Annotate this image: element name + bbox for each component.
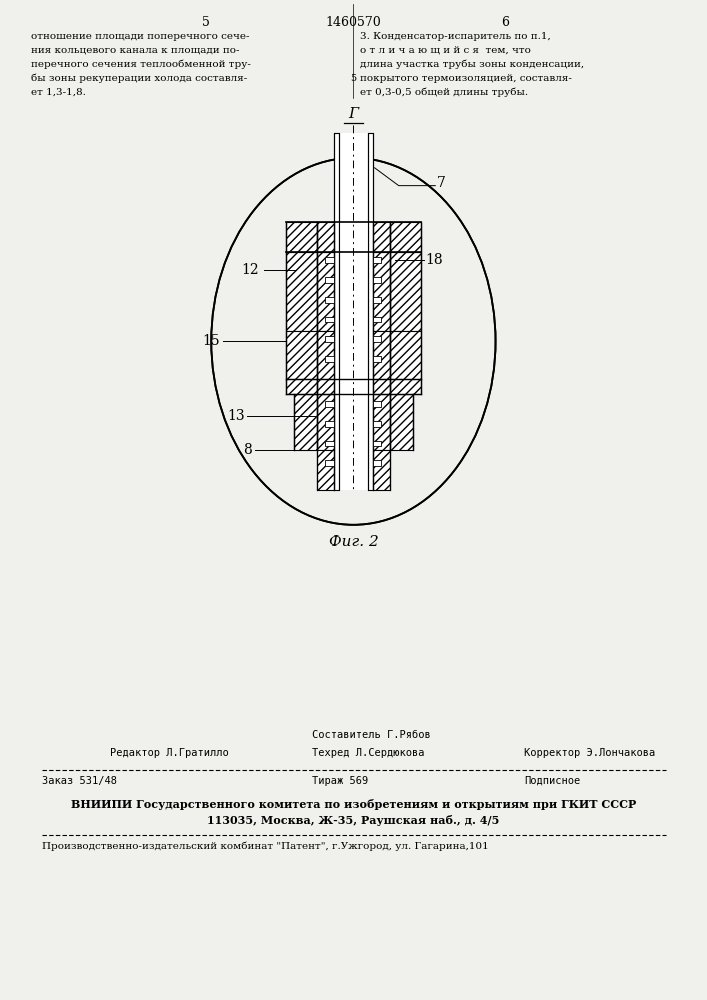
Bar: [373, 331, 390, 381]
Bar: [334, 133, 339, 490]
Bar: [317, 331, 334, 381]
Bar: [373, 460, 381, 466]
Bar: [373, 394, 390, 450]
Text: Корректор Э.Лончакова: Корректор Э.Лончакова: [524, 748, 655, 758]
Text: 1460570: 1460570: [325, 16, 381, 29]
Text: 5: 5: [351, 74, 356, 83]
Bar: [373, 401, 381, 407]
Text: 13: 13: [227, 409, 245, 423]
Bar: [373, 450, 390, 490]
Text: 5: 5: [202, 16, 210, 29]
Bar: [286, 379, 317, 394]
Text: Составитель Г.Рябов: Составитель Г.Рябов: [312, 730, 431, 740]
Text: ВНИИПИ Государственного комитета по изобретениям и открытиям при ГКИТ СССР: ВНИИПИ Государственного комитета по изоб…: [71, 799, 636, 810]
Bar: [286, 252, 317, 331]
Bar: [390, 331, 421, 381]
Bar: [373, 440, 381, 446]
Bar: [373, 356, 381, 362]
Bar: [325, 401, 334, 407]
Bar: [325, 277, 334, 283]
Bar: [286, 394, 293, 450]
Text: ет 1,3-1,8.: ет 1,3-1,8.: [30, 87, 86, 96]
Text: 18: 18: [426, 253, 443, 267]
Bar: [373, 379, 390, 394]
Text: Производственно-издательский комбинат "Патент", г.Ужгород, ул. Гагарина,101: Производственно-издательский комбинат "П…: [42, 841, 489, 851]
Bar: [373, 317, 381, 322]
Bar: [413, 394, 421, 450]
Text: бы зоны рекуперации холода составля-: бы зоны рекуперации холода составля-: [30, 74, 247, 83]
Bar: [390, 222, 421, 252]
Bar: [325, 421, 334, 427]
Text: 3. Конденсатор-испаритель по п.1,: 3. Конденсатор-испаритель по п.1,: [360, 32, 551, 41]
Bar: [390, 252, 421, 331]
Text: Фиг. 2: Фиг. 2: [329, 535, 378, 549]
Text: Тираж 569: Тираж 569: [312, 776, 368, 786]
Bar: [373, 297, 381, 303]
Bar: [373, 421, 381, 427]
Text: Редактор Л.Гратилло: Редактор Л.Гратилло: [110, 748, 228, 758]
Bar: [390, 379, 421, 394]
Bar: [373, 336, 381, 342]
Text: Техред Л.Сердюкова: Техред Л.Сердюкова: [312, 748, 424, 758]
Text: покрытого термоизоляцией, составля-: покрытого термоизоляцией, составля-: [360, 74, 572, 83]
Text: ет 0,3-0,5 общей длины трубы.: ет 0,3-0,5 общей длины трубы.: [360, 87, 528, 97]
Bar: [317, 252, 334, 331]
Text: о т л и ч а ю щ и й с я  тем, что: о т л и ч а ю щ и й с я тем, что: [360, 46, 531, 55]
Bar: [390, 394, 413, 450]
Bar: [325, 440, 334, 446]
Text: длина участка трубы зоны конденсации,: длина участка трубы зоны конденсации,: [360, 60, 584, 69]
Text: отношение площади поперечного сече-: отношение площади поперечного сече-: [30, 32, 249, 41]
Bar: [373, 277, 381, 283]
Bar: [286, 222, 317, 252]
Text: 12: 12: [241, 263, 259, 277]
Bar: [286, 331, 317, 381]
Text: 7: 7: [437, 176, 446, 190]
Bar: [317, 450, 334, 490]
Bar: [293, 394, 317, 450]
Bar: [325, 257, 334, 263]
Ellipse shape: [211, 158, 496, 525]
Text: ния кольцевого канала к площади по-: ния кольцевого канала к площади по-: [30, 46, 239, 55]
Text: Г: Г: [349, 107, 358, 121]
Bar: [373, 252, 390, 331]
Text: перечного сечения теплообменной тру-: перечного сечения теплообменной тру-: [30, 60, 250, 69]
Text: 8: 8: [243, 443, 252, 457]
Bar: [325, 336, 334, 342]
Text: 113035, Москва, Ж-35, Раушская наб., д. 4/5: 113035, Москва, Ж-35, Раушская наб., д. …: [207, 815, 500, 826]
Bar: [317, 379, 334, 394]
Bar: [325, 460, 334, 466]
Text: Подписное: Подписное: [524, 776, 580, 786]
Text: 15: 15: [203, 334, 221, 348]
Bar: [317, 222, 334, 252]
Bar: [325, 356, 334, 362]
Bar: [373, 257, 381, 263]
Bar: [317, 394, 334, 450]
Bar: [325, 317, 334, 322]
Text: 6: 6: [501, 16, 509, 29]
Bar: [325, 297, 334, 303]
Bar: [339, 133, 368, 490]
Bar: [368, 133, 373, 490]
Bar: [206, 153, 501, 530]
Bar: [339, 222, 368, 252]
Bar: [373, 222, 390, 252]
Text: Заказ 531/48: Заказ 531/48: [42, 776, 117, 786]
